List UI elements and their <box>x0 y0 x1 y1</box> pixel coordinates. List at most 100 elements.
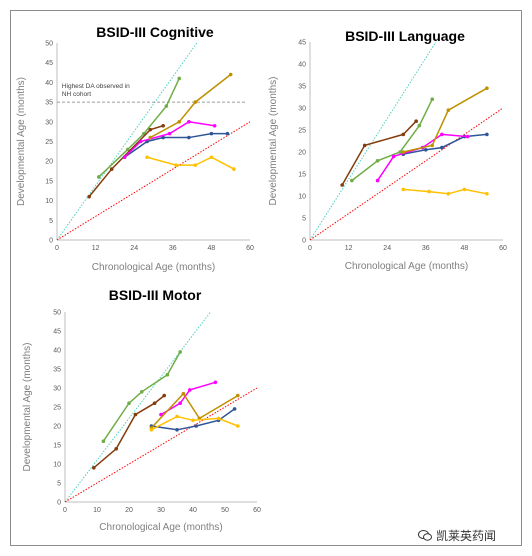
data-point <box>149 428 154 432</box>
x-tick-label: 48 <box>208 245 216 252</box>
watermark: 凯莱英药闻 <box>418 527 496 544</box>
y-tick-label: 15 <box>53 443 61 450</box>
y-tick-label: 30 <box>298 106 306 113</box>
data-point <box>375 159 380 163</box>
y-tick-label: 50 <box>45 41 53 48</box>
y-tick-label: 45 <box>53 329 61 336</box>
data-point <box>446 192 451 196</box>
y-tick-label: 10 <box>53 462 61 469</box>
y-tick-label: 20 <box>53 424 61 431</box>
series-5 <box>148 72 233 140</box>
series-2 <box>87 123 165 199</box>
watermark-text: 凯莱英药闻 <box>436 529 497 543</box>
data-point <box>446 108 451 112</box>
data-point <box>127 401 131 406</box>
data-point <box>375 178 380 183</box>
series-line <box>351 98 433 182</box>
y-tick-label: 10 <box>45 198 53 205</box>
x-tick-label: 50 <box>221 507 229 514</box>
y-tick-label: 15 <box>45 178 53 185</box>
data-point <box>191 418 195 423</box>
x-tick-label: 60 <box>246 245 254 252</box>
wechat-icon <box>418 530 432 541</box>
x-tick-label: 36 <box>422 245 430 252</box>
data-point <box>92 466 96 470</box>
reference-line-1 <box>64 311 211 503</box>
y-tick-label: 5 <box>302 216 306 223</box>
y-tick-label: 40 <box>298 62 306 69</box>
data-point <box>216 416 221 421</box>
data-point <box>178 350 182 354</box>
data-point <box>148 127 153 132</box>
series-line <box>149 73 232 139</box>
data-point <box>97 175 101 179</box>
series-line <box>150 392 239 429</box>
y-tick-label: 25 <box>53 405 61 412</box>
x-tick-label: 48 <box>461 245 469 252</box>
x-axis-label: Chronological Age (months) <box>99 522 222 533</box>
data-point <box>109 167 114 171</box>
series-line <box>403 188 488 195</box>
y-tick-label: 35 <box>45 100 53 107</box>
data-point <box>430 97 435 101</box>
chart-cognitive: BSID-III Cognitive 0 12 24 36 48 60 0 5 10 15 20 25 3… <box>16 24 254 273</box>
data-point <box>178 401 182 406</box>
series-4 <box>122 120 217 160</box>
y-tick-label: 10 <box>298 194 306 201</box>
x-tick-label: 40 <box>189 507 197 514</box>
series-1 <box>101 350 182 444</box>
y-tick-label: 30 <box>53 386 61 393</box>
series-3 <box>401 132 489 156</box>
data-point <box>232 167 236 171</box>
data-point <box>181 391 186 396</box>
data-point <box>414 119 418 123</box>
y-tick-label: 20 <box>45 159 53 166</box>
data-point <box>159 412 163 417</box>
x-tick-label: 0 <box>308 245 312 252</box>
data-point <box>209 155 214 160</box>
data-point <box>232 407 237 411</box>
y-tick-label: 5 <box>49 218 53 225</box>
y-tick-label: 0 <box>57 500 61 507</box>
series-line <box>146 156 235 170</box>
data-point <box>362 143 367 148</box>
data-point <box>485 132 489 137</box>
reference-line-1 <box>56 42 198 241</box>
data-point <box>424 148 428 152</box>
series-6 <box>149 414 240 432</box>
y-axis-label: Developmental Age (months) <box>268 77 279 206</box>
data-point <box>187 135 191 140</box>
chart-title: BSID-III Cognitive <box>96 24 214 40</box>
chart-title: BSID-III Language <box>345 28 465 44</box>
series-line <box>403 87 488 153</box>
series-6 <box>145 155 236 171</box>
data-point <box>417 123 422 128</box>
reference-line-2 <box>309 107 504 241</box>
y-tick-label: 35 <box>53 367 61 374</box>
data-point <box>194 424 198 428</box>
data-point <box>430 143 435 148</box>
x-axis-label: Chronological Age (months) <box>345 261 468 272</box>
data-point <box>193 163 198 167</box>
x-tick-label: 0 <box>63 507 67 514</box>
y-tick-label: 35 <box>298 84 306 91</box>
highest-da-label: Highest DA observed in <box>62 83 130 90</box>
data-point <box>125 147 130 152</box>
data-point <box>177 76 182 81</box>
data-point <box>228 72 233 77</box>
data-point <box>236 393 240 398</box>
data-point <box>161 123 165 128</box>
series-line <box>102 351 181 442</box>
series-3 <box>122 131 230 160</box>
data-point <box>140 390 144 394</box>
x-tick-label: 24 <box>130 245 138 252</box>
data-point <box>138 139 143 144</box>
data-point <box>401 132 406 137</box>
data-point <box>175 414 179 419</box>
y-axis-label: Developmental Age (months) <box>22 343 33 472</box>
y-axis-label: Developmental Age (months) <box>16 77 27 206</box>
data-point <box>398 150 402 154</box>
x-tick-label: 10 <box>93 507 101 514</box>
x-tick-label: 60 <box>499 245 507 252</box>
chart-language: BSID-III Language 0 12 24 36 48 60 0 5 10 15 20 25 30… <box>268 28 507 272</box>
